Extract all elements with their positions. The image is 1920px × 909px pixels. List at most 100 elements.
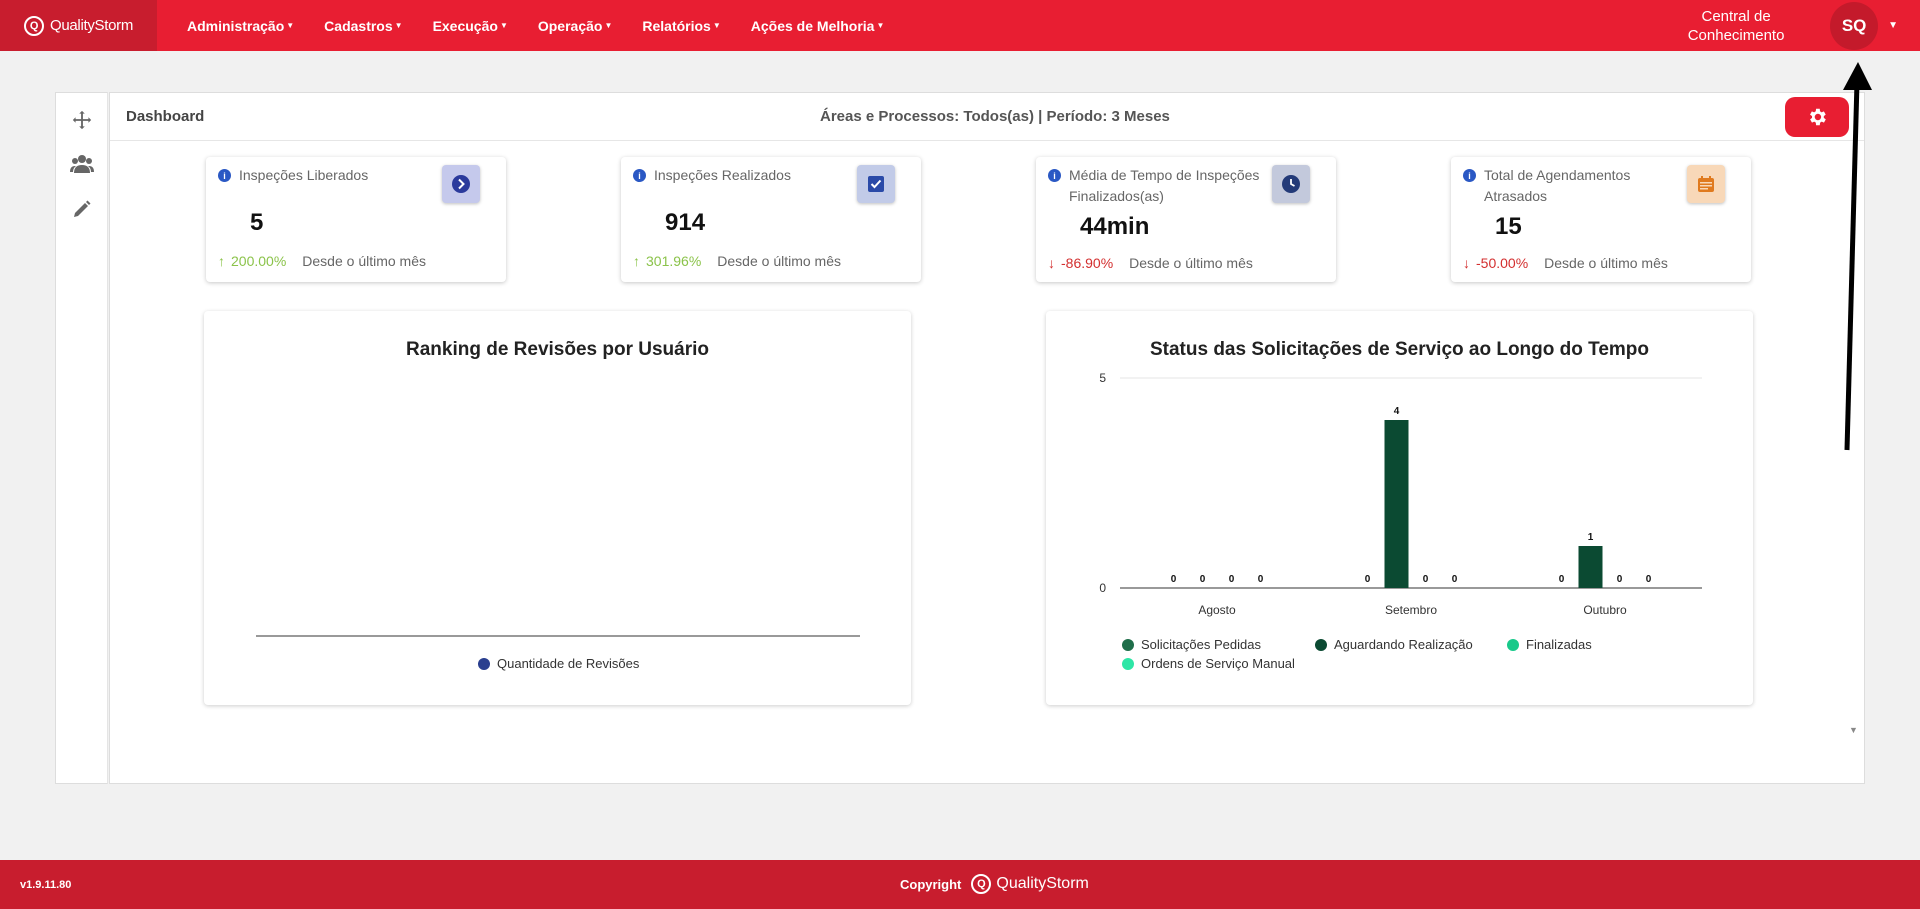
- copyright-label: Copyright: [900, 876, 962, 892]
- data-label: 0: [1171, 574, 1177, 585]
- menu-label: Cadastros: [324, 17, 393, 34]
- stat-trend: ↓ -50.00% Desde o último mês: [1463, 255, 1668, 271]
- legend-label: Finalizadas: [1526, 637, 1592, 652]
- legend-item[interactable]: Ordens de Serviço Manual: [1122, 656, 1295, 671]
- legend-item[interactable]: Aguardando Realização: [1315, 637, 1473, 652]
- main-menu: Administração ▼ Cadastros ▼ Execução ▼ Oper…: [172, 0, 899, 51]
- menu-operacao[interactable]: Operação ▼: [523, 0, 628, 51]
- stat-value: 5: [250, 209, 264, 236]
- trend-caption: Desde o último mês: [1129, 255, 1253, 271]
- bar: [1384, 420, 1409, 588]
- dashboard-header: Dashboard Áreas e Processos: Todos(as) |…: [110, 93, 1864, 141]
- knowledge-center-link[interactable]: Central de Conhecimento: [1687, 7, 1785, 44]
- stat-card-media-tempo: i Média de Tempo de Inspeções Finalizado…: [1036, 157, 1336, 282]
- checkbox-icon: [868, 176, 884, 192]
- trend-caption: Desde o último mês: [1544, 255, 1668, 271]
- status-solicitacoes-chart: 0 5 Agosto 0 0 0 0 Setembro 0 4 0 0 Outubro 0 1 0 0: [1099, 371, 1702, 617]
- trend-value: 301.96%: [646, 253, 702, 269]
- stat-trend: ↑ 200.00% Desde o último mês: [218, 253, 426, 269]
- info-icon[interactable]: i: [633, 169, 646, 182]
- stat-card-inspecoes-liberados: i Inspeções Liberados 5 ↑ 200.00% Desde …: [206, 157, 506, 282]
- trend-caption: Desde o último mês: [717, 253, 841, 269]
- stat-title: Total de Agendamentos Atrasados: [1484, 167, 1631, 204]
- data-label: 0: [1617, 574, 1623, 585]
- ranking-revisoes-chart: [256, 635, 860, 637]
- menu-acoes-de-melhoria[interactable]: Ações de Melhoria ▼: [736, 0, 900, 51]
- chart-title: Status das Solicitações de Serviço ao Lo…: [1149, 339, 1650, 360]
- data-label: 1: [1588, 532, 1594, 543]
- status-solicitacoes-chart-card: Status das Solicitações de Serviço ao Lo…: [1046, 311, 1753, 705]
- menu-label: Ações de Melhoria: [750, 17, 875, 34]
- brand-logo[interactable]: Q QualityStorm: [0, 0, 157, 51]
- menu-execucao[interactable]: Execução ▼: [418, 0, 523, 51]
- stat-title: Inspeções Realizados: [654, 167, 791, 183]
- ranking-revisoes-chart-card: Ranking de Revisões por Usuário Quantida…: [204, 311, 911, 705]
- data-label: 0: [1365, 574, 1371, 585]
- bar: [1578, 546, 1603, 588]
- trend-caption: Desde o último mês: [302, 253, 426, 269]
- stat-icon-box: [442, 165, 480, 203]
- legend-item[interactable]: Quantidade de Revisões: [478, 656, 639, 671]
- settings-button[interactable]: [1785, 97, 1849, 137]
- legend-dot: [1315, 638, 1327, 651]
- menu-label: Administração: [187, 17, 285, 34]
- arrow-down-icon: ↓: [1048, 255, 1055, 271]
- move-icon[interactable]: [70, 108, 94, 132]
- legend-item[interactable]: Solicitações Pedidas: [1122, 637, 1261, 652]
- legend-label: Ordens de Serviço Manual: [1141, 656, 1295, 671]
- stat-title: Média de Tempo de Inspeções Finalizados(…: [1069, 167, 1260, 204]
- menu-relatorios[interactable]: Relatórios ▼: [627, 0, 735, 51]
- user-avatar[interactable]: SQ: [1830, 1, 1879, 50]
- user-menu-caret-icon[interactable]: ▼: [1888, 20, 1898, 31]
- caret-down-icon: ▼: [394, 21, 403, 30]
- x-tick-label: Outubro: [1583, 603, 1627, 617]
- menu-label: Relatórios: [642, 17, 711, 34]
- page-title: Dashboard: [126, 108, 205, 125]
- caret-down-icon: ▼: [499, 21, 508, 30]
- footer-logo-text: QualityStorm: [996, 875, 1089, 892]
- legend-dot: [478, 657, 490, 670]
- stat-trend: ↓ -86.90% Desde o último mês: [1048, 255, 1253, 271]
- stat-value: 15: [1495, 213, 1522, 240]
- users-icon[interactable]: [70, 152, 94, 176]
- legend-label: Solicitações Pedidas: [1141, 637, 1261, 652]
- legend-dot: [1122, 638, 1134, 651]
- menu-administracao[interactable]: Administração ▼: [172, 0, 309, 51]
- stat-title: Inspeções Liberados: [239, 167, 369, 183]
- stat-card-agendamentos-atrasados: i Total de Agendamentos Atrasados 15 ↓ -…: [1451, 157, 1751, 282]
- data-label: 4: [1394, 406, 1400, 417]
- caret-down-icon: ▼: [712, 21, 721, 30]
- arrow-up-icon: ↑: [218, 253, 225, 269]
- arrow-up-icon: ↑: [633, 253, 640, 269]
- data-label: 0: [1452, 574, 1458, 585]
- info-icon[interactable]: i: [218, 169, 231, 182]
- menu-label: Execução: [432, 17, 498, 34]
- chart-title: Ranking de Revisões por Usuário: [405, 339, 710, 360]
- data-label: 0: [1646, 574, 1652, 585]
- pencil-icon[interactable]: [70, 197, 94, 221]
- info-icon[interactable]: i: [1463, 169, 1476, 182]
- quality-storm-logo-icon: Q: [971, 874, 992, 894]
- legend-item[interactable]: Finalizadas: [1507, 637, 1592, 652]
- arrow-down-icon: ↓: [1463, 255, 1470, 271]
- chevron-right-icon: [452, 175, 470, 193]
- menu-cadastros[interactable]: Cadastros ▼: [309, 0, 417, 51]
- filter-summary: Áreas e Processos: Todos(as) | Período: …: [820, 108, 1170, 125]
- scroll-down-arrow-icon[interactable]: ▼: [1849, 725, 1858, 735]
- legend-dot: [1122, 657, 1134, 670]
- info-icon[interactable]: i: [1048, 169, 1061, 182]
- caret-down-icon: ▼: [604, 21, 613, 30]
- caret-down-icon: ▼: [286, 21, 295, 30]
- app-version: v1.9.11.80: [20, 879, 72, 891]
- top-navbar: Q QualityStorm Administração ▼ Cadastros ▼…: [0, 0, 1920, 51]
- calendar-icon: [1698, 176, 1714, 192]
- x-tick-label: Agosto: [1198, 603, 1236, 617]
- stat-icon-box: [857, 165, 895, 203]
- trend-value: 200.00%: [231, 253, 287, 269]
- trend-value: -50.00%: [1476, 255, 1529, 271]
- stat-card-inspecoes-realizados: i Inspeções Realizados 914 ↑ 301.96% Des…: [621, 157, 921, 282]
- data-label: 0: [1423, 574, 1429, 585]
- annotation-arrow-head: [1843, 62, 1872, 90]
- legend-label: Quantidade de Revisões: [497, 656, 640, 671]
- data-label: 0: [1559, 574, 1565, 585]
